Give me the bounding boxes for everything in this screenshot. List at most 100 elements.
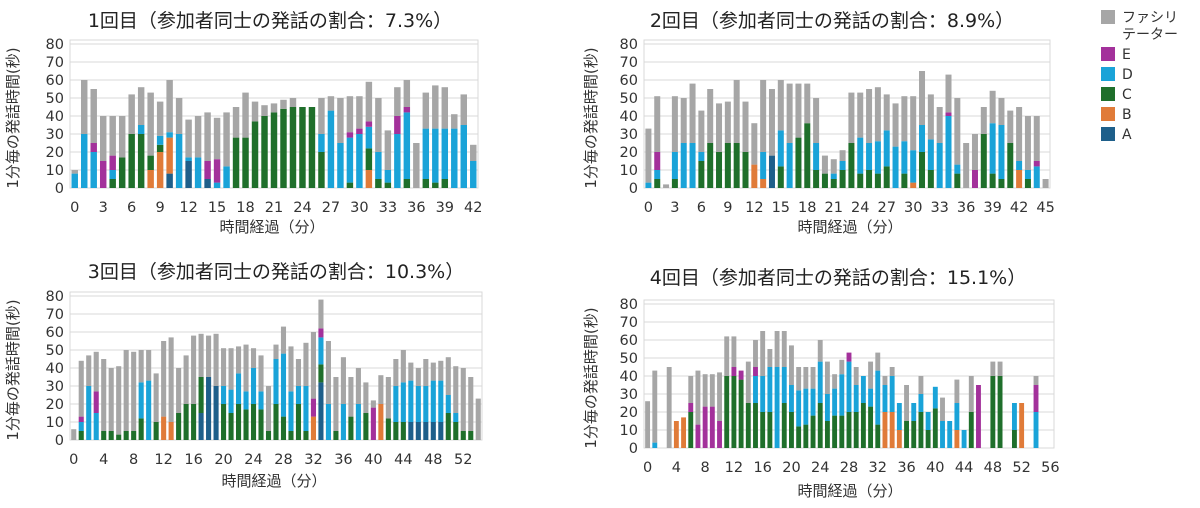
bar-segment-facilitator <box>768 89 775 156</box>
bar-segment-c <box>128 134 135 188</box>
bar-segment-d <box>830 173 837 179</box>
bar-segment-facilitator <box>375 98 382 152</box>
bar-segment-d <box>235 373 242 404</box>
legend-item-facilitator: ファシリ テーター <box>1101 10 1178 43</box>
bar-segment-facilitator <box>652 370 658 443</box>
bar-segment-facilitator <box>403 80 411 107</box>
bar-segment-c <box>813 170 820 188</box>
bar-segment-facilitator <box>445 357 451 395</box>
bar-segment-facilitator <box>753 340 758 367</box>
bar-segment-facilitator <box>1033 376 1039 385</box>
bar-segment-facilitator <box>384 130 392 170</box>
bar-segment-c <box>803 424 809 448</box>
bar-segment-c <box>883 166 890 188</box>
bar-segment-d <box>866 143 873 170</box>
bar-segment-e <box>109 155 116 170</box>
bar-segment-d <box>258 391 264 410</box>
x-tick-label: 9 <box>156 200 165 216</box>
bar-segment-b <box>889 412 895 448</box>
bar-segment-e <box>654 152 661 170</box>
bar-segment-d <box>654 170 661 179</box>
bar-segment-facilitator <box>998 98 1005 125</box>
bar-segment-c <box>270 112 278 188</box>
bar-segment-e <box>93 391 99 413</box>
bar-segment-d <box>337 143 344 188</box>
bar-segment-facilitator <box>138 350 144 383</box>
bar-segment-facilitator <box>919 71 926 125</box>
bar-segment-facilitator <box>702 374 708 407</box>
bar-segment-facilitator <box>910 96 917 151</box>
bar-segment-e <box>709 406 715 448</box>
bar-segment-d <box>423 386 429 422</box>
bar-segment-facilitator <box>273 344 279 359</box>
bar-segment-d <box>185 157 192 161</box>
bar-segment-facilitator <box>742 101 749 152</box>
bar-segment-facilitator <box>830 159 837 174</box>
bar-segment-d <box>288 391 294 431</box>
bar-segment-c <box>303 431 309 440</box>
bar-segment-c <box>918 412 924 448</box>
bar-segment-facilitator <box>874 87 881 142</box>
y-tick-label: 50 <box>46 91 64 107</box>
bar-segment-facilitator <box>666 367 672 448</box>
bar-segment-facilitator <box>997 361 1003 376</box>
bar-segment-facilitator <box>355 368 361 404</box>
bar-segment-c <box>131 431 137 440</box>
bar-segment-d <box>901 141 908 174</box>
x-tick-label: 44 <box>394 452 412 468</box>
legend-swatch-facilitator <box>1101 10 1115 24</box>
bar-segment-facilitator <box>475 398 481 440</box>
bar-segment-d <box>365 126 373 149</box>
bar-segment-c <box>265 431 272 440</box>
bar-segment-e <box>370 407 376 440</box>
bar-segment-facilitator <box>832 374 838 389</box>
bar-segment-facilitator <box>460 94 467 125</box>
bar-segment-facilitator <box>1033 116 1040 161</box>
bar-segment-c <box>198 377 204 413</box>
bar-segment-c <box>308 107 316 188</box>
bar-segment-facilitator <box>242 92 249 138</box>
bar-segment-e <box>1033 161 1040 167</box>
x-tick-label: 56 <box>1041 460 1059 476</box>
x-tick-label: 32 <box>304 452 322 468</box>
bar-segment-d <box>470 161 477 188</box>
legend-item-c: C <box>1101 87 1132 103</box>
x-tick-label: 36 <box>897 460 915 476</box>
bar-segment-facilitator <box>645 128 652 183</box>
bar-segment-d <box>961 430 967 448</box>
legend-label-b: B <box>1122 107 1132 123</box>
bar-segment-d <box>441 128 449 179</box>
bar-segment-c <box>767 412 773 448</box>
bar-segment-facilitator <box>228 348 234 390</box>
bar-segment-c <box>242 137 249 188</box>
x-axis-label: 時間経過（分） <box>221 472 326 490</box>
x-tick-label: 4 <box>672 460 681 476</box>
x-tick-label: 36 <box>334 452 352 468</box>
y-tick-label: 50 <box>620 91 638 107</box>
bar-segment-facilitator <box>760 80 767 152</box>
bar-segment-facilitator <box>904 385 909 421</box>
bar-segment-d <box>1011 403 1017 430</box>
bar-segment-c <box>846 412 852 448</box>
bar-segment-facilitator <box>654 96 661 152</box>
y-tick-label: 50 <box>620 351 638 367</box>
x-axis-label: 時間経過（分） <box>797 218 902 236</box>
bar-segment-facilitator <box>990 361 996 376</box>
bar-segment-d <box>1033 412 1039 448</box>
y-tick-label: 40 <box>620 109 638 125</box>
bar-segment-facilitator <box>817 340 823 362</box>
bar-segment-d <box>760 152 767 179</box>
bar-segment-c <box>919 152 926 188</box>
bar-segment-a <box>415 422 421 440</box>
y-tick-label: 80 <box>46 289 64 305</box>
bar-segment-facilitator <box>198 333 204 377</box>
bar-segment-c <box>243 409 249 440</box>
y-tick-label: 0 <box>55 433 64 449</box>
y-tick-label: 60 <box>620 73 638 89</box>
bar-segment-d <box>777 130 784 167</box>
bar-segment-c <box>738 379 744 448</box>
bar-segment-c <box>1024 179 1031 188</box>
bar-segment-d <box>846 361 852 412</box>
legend-label-d: D <box>1122 67 1133 83</box>
